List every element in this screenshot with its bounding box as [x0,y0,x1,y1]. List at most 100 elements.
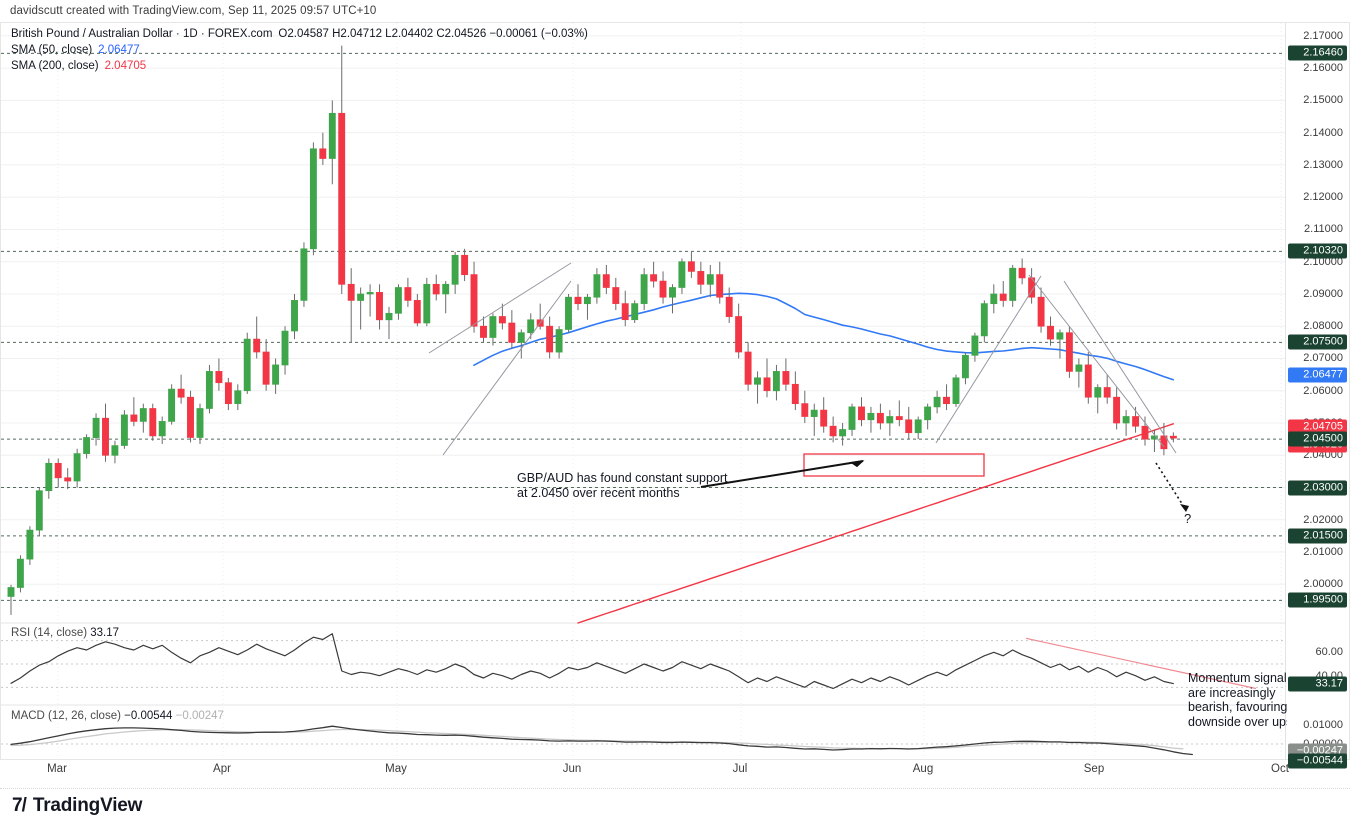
candle-body [716,274,724,298]
candle-body [187,396,194,438]
macd-value: −0.00544 [124,710,173,722]
candle-body [404,287,412,301]
candle-body [54,462,62,479]
price-axis-badge-sma200: 2.04705 [1288,419,1347,435]
price-axis-badge-line: 2.04500 [1288,431,1347,447]
candle-body [498,316,506,324]
candle-body [489,316,497,338]
candle-body [980,303,988,337]
price-axis-tick: 2.11000 [1304,223,1343,236]
candle-body [1075,364,1083,372]
macd-signal-value: −0.00247 [175,710,224,722]
sma50-legend-row: SMA (50, close) 2.06477 [11,43,588,58]
candle-body [1122,416,1130,424]
candle-body [839,429,847,437]
candlestick-series [7,45,1177,615]
candle-body [215,371,223,384]
candle-body [895,416,903,421]
projection-arrowhead [1180,504,1189,512]
time-axis[interactable]: Mar Apr May Jun Jul Aug Sep Oct [0,760,1350,789]
candle-body [999,293,1007,301]
candle-body [858,406,865,421]
rsi-trendline [1025,637,1257,690]
candle-body [262,351,270,385]
support-annotation-arrow [700,460,864,488]
candle-body [820,409,828,427]
trendline-descending-resistance [1028,274,1165,448]
sma200-label: SMA (200, close) [11,60,99,72]
candle-body [394,287,402,314]
candle-body [26,529,34,560]
rsi-axis-tick: 60.00 [1315,646,1343,659]
candle-body [102,417,109,456]
candle-body [744,351,752,385]
candle-body [83,437,91,454]
candle-body [1065,332,1073,372]
candle-body [149,408,157,437]
sma50-value: 2.06477 [98,44,140,56]
candle-body [952,377,960,404]
price-axis-tick: 2.13000 [1303,158,1343,171]
candle-body [555,329,563,353]
candle-body [338,112,346,285]
candle-body [810,409,818,417]
candle-body [300,248,308,301]
candle-body [73,453,81,482]
candle-body [546,325,554,353]
candle-body [177,388,185,398]
price-axis-tick: 2.15000 [1303,94,1343,107]
price-axis-tick: 2.02000 [1303,513,1343,526]
trendline-descending-resistance-2 [1063,280,1177,454]
price-axis-tick: 2.16000 [1303,62,1343,75]
candle-body [1018,267,1026,279]
candle-body [763,377,771,392]
candle-body [1037,296,1045,327]
price-axis-tick: 2.12000 [1303,191,1343,204]
candle-body [612,287,620,304]
candle-body [168,388,176,422]
candle-body [347,283,355,301]
question-mark-annotation: ? [1184,511,1192,526]
candle-body [442,283,450,295]
candle-body [602,274,610,288]
candle-body [697,271,705,285]
candle-body [659,280,667,298]
tradingview-wordmark: TradingView [32,795,143,816]
candle-body [527,319,535,334]
candle-body [583,296,591,305]
candle-body [706,274,714,285]
support-zone-rectangle [803,453,985,477]
candle-body [990,293,998,305]
candle-body [621,303,629,321]
candle-body [224,382,232,405]
tradingview-mark-icon: 7/ [12,795,27,816]
sma50-label: SMA (50, close) [11,44,93,56]
candle-body [725,296,733,317]
candle-body [1169,435,1177,439]
candle-body [319,148,327,159]
price-axis[interactable]: 2.17000 2.16000 2.15000 2.14000 2.13000 2.120… [1285,23,1349,769]
time-axis-tick: Sep [1083,763,1105,775]
candle-body [631,303,639,321]
candle-body [687,261,695,272]
candle-body [933,396,941,408]
candle-body [451,254,459,285]
candle-body [272,364,280,385]
candle-body [829,425,837,437]
candle-body [791,383,799,405]
price-plot-area[interactable]: British Pound / Australian Dollar · 1D ·… [1,23,1287,759]
candle-body [366,292,374,295]
candle-body [517,332,525,343]
candle-body [196,408,204,438]
candle-body [876,412,884,424]
trendline-wedge-lower [442,280,572,456]
symbol-label: British Pound / Australian Dollar · 1D ·… [11,28,273,40]
candle-body [867,412,875,421]
time-axis-tick: Aug [912,763,934,775]
candle-body [158,421,166,437]
candle-body [735,316,743,353]
candle-body [470,274,478,327]
candle-body [328,112,336,159]
macd-legend: MACD (12, 26, close) −0.00544 −0.00247 [11,710,224,722]
tradingview-logo: 7/ TradingView [12,795,142,817]
